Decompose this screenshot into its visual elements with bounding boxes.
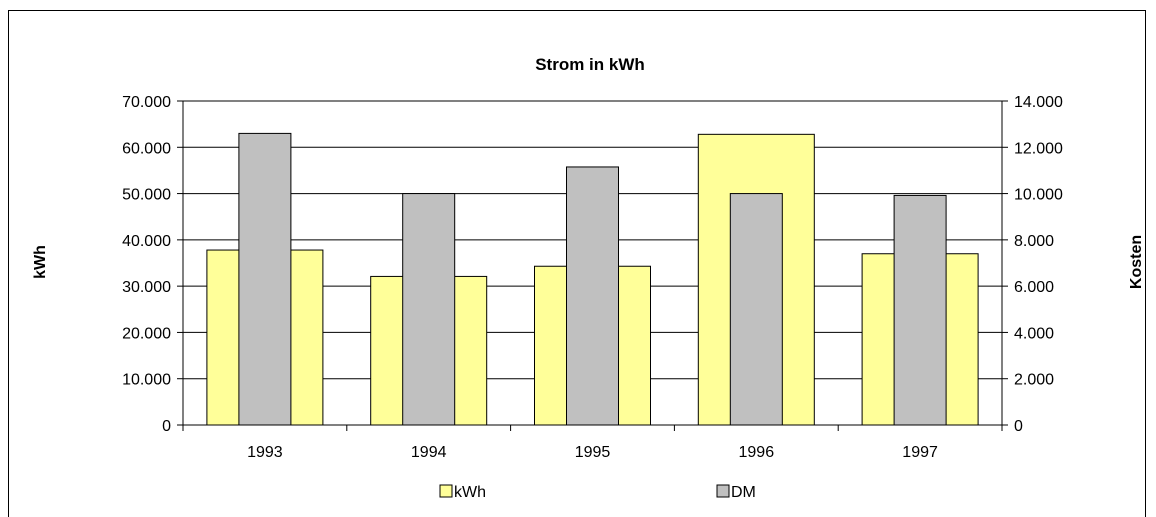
y2-tick-label: 6.000 xyxy=(1014,279,1054,296)
legend-swatch xyxy=(439,484,453,498)
y2-tick-label: 8.000 xyxy=(1014,233,1054,250)
x-tick-label: 1997 xyxy=(902,444,938,461)
bar-dm xyxy=(566,166,619,426)
bar-dm xyxy=(238,132,292,426)
bar-dm xyxy=(893,194,947,426)
y-tick-label: 0 xyxy=(162,418,171,435)
y-axis-title: kWh xyxy=(32,245,49,279)
legend: kWh DM xyxy=(439,484,756,501)
x-tick-label: 1993 xyxy=(247,444,283,461)
y2-tick-label: 12.000 xyxy=(1014,140,1063,157)
y-tick-label: 10.000 xyxy=(122,372,171,389)
y2-tick-label: 10.000 xyxy=(1014,187,1063,204)
y2-tick-label: 2.000 xyxy=(1014,372,1054,389)
y-tick-label: 40.000 xyxy=(122,233,171,250)
bar-dm xyxy=(729,193,783,426)
bars xyxy=(206,132,979,426)
chart-title: Strom in kWh xyxy=(535,55,645,74)
y-tick-label: 70.000 xyxy=(122,94,171,111)
legend-label: DM xyxy=(731,484,756,501)
x-tick-label: 1994 xyxy=(411,444,447,461)
y-tick-label: 60.000 xyxy=(122,140,171,157)
y2-tick-label: 4.000 xyxy=(1014,325,1054,342)
bar-dm xyxy=(402,193,456,426)
x-tick-label: 1995 xyxy=(575,444,611,461)
legend-swatch xyxy=(716,484,730,498)
y2-tick-label: 14.000 xyxy=(1014,94,1063,111)
y-tick-label: 30.000 xyxy=(122,279,171,296)
axes: 0 0 10.000 2.000 20.000 4.000 30.000 6.000 40.00… xyxy=(122,94,1063,461)
y2-axis-title: Kosten xyxy=(1128,235,1145,289)
legend-label: kWh xyxy=(454,484,486,501)
chart-frame xyxy=(8,10,1146,517)
x-tick-label: 1996 xyxy=(739,444,775,461)
y-tick-label: 20.000 xyxy=(122,325,171,342)
y2-tick-label: 0 xyxy=(1014,418,1023,435)
y-tick-label: 50.000 xyxy=(122,187,171,204)
